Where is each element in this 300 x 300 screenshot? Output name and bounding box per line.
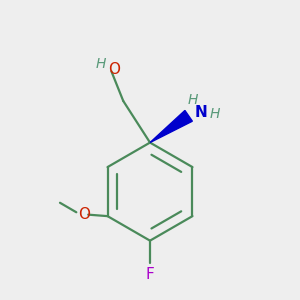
Text: H: H: [188, 93, 198, 107]
Text: O: O: [108, 62, 120, 77]
Text: O: O: [78, 207, 90, 222]
Text: H: H: [210, 107, 220, 121]
Polygon shape: [150, 110, 192, 142]
Text: N: N: [194, 105, 207, 120]
Text: F: F: [146, 267, 154, 282]
Text: H: H: [96, 57, 106, 71]
